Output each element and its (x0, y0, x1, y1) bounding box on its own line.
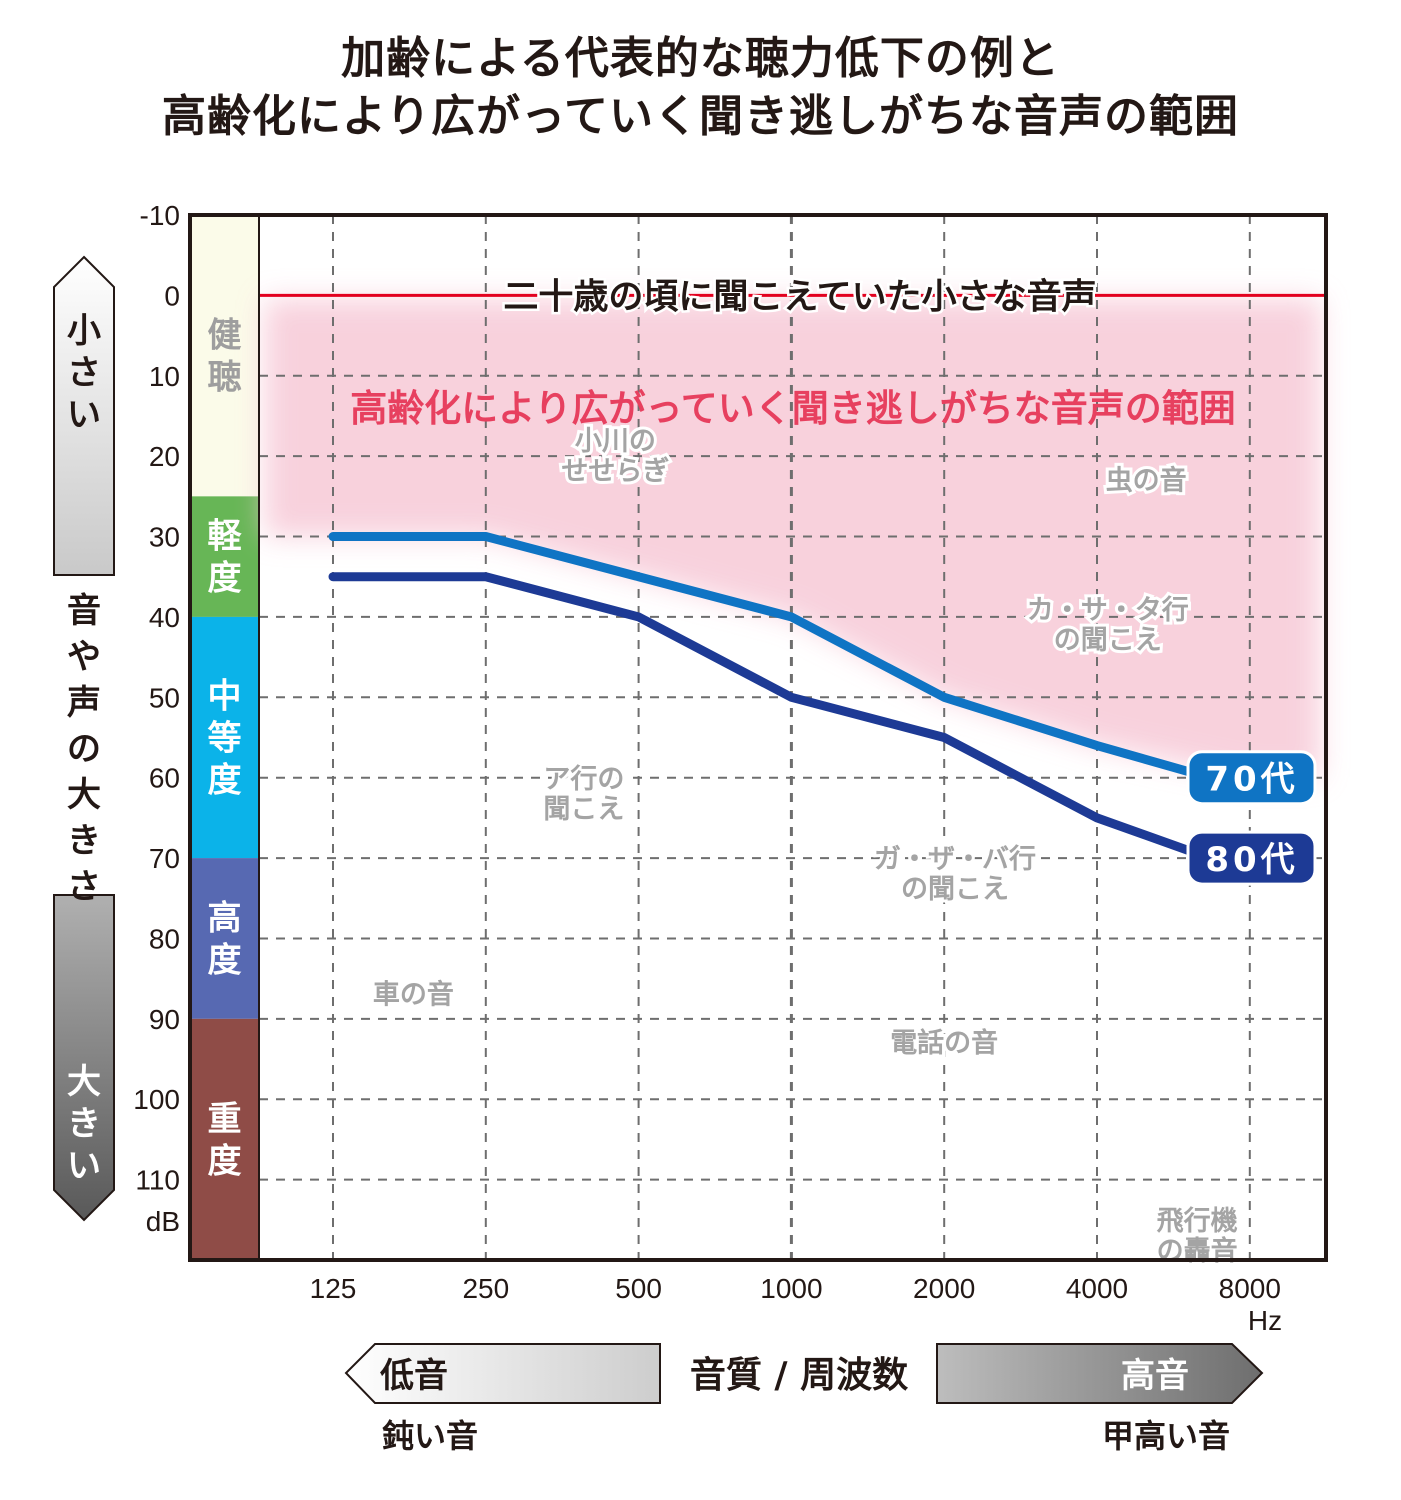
series-lines: 70代 80代 (328, 532, 1317, 886)
low-sound-label: 低音 (380, 1356, 448, 1396)
y-tick-label: 40 (149, 602, 180, 633)
band-label: 健聴 (208, 316, 242, 398)
volume-axis-label: 音や声の大きさ (67, 591, 101, 907)
y-tick-label: 100 (133, 1084, 180, 1115)
band-label: 重度 (208, 1099, 242, 1181)
frequency-arrow: 低音 音質 / 周波数 高音 鈍い音 甲高い音 (344, 1343, 1264, 1455)
x-tick-label: 1000 (760, 1273, 822, 1304)
annotation-label: の轟音 (1157, 1235, 1238, 1267)
series-label-box (1186, 750, 1317, 806)
series-label-box (1186, 830, 1317, 886)
reference-line-label: 二十歳の頃に聞こえていた小さな音声 (503, 276, 1096, 317)
band-3 (190, 858, 259, 1019)
y-tick-label: 30 (149, 522, 180, 553)
series-line-1 (328, 572, 1215, 863)
series-label: 70代 (1205, 760, 1298, 800)
annotation-label: の聞こえ (901, 874, 1009, 905)
high-sound-label: 高音 (1121, 1356, 1189, 1396)
y-tick-label: 0 (164, 280, 180, 311)
chart-title-line1: 加齢による代表的な聴力低下の例と (341, 33, 1060, 84)
band-label: 中等度 (208, 677, 242, 801)
y-tick-label: 80 (149, 923, 180, 954)
x-unit-label: Hz (1248, 1305, 1282, 1336)
annotation-label: 聞こえ (543, 794, 624, 825)
annotation-label: ガ・ザ・バ行 (874, 843, 1036, 875)
x-tick-label: 500 (615, 1273, 662, 1304)
x-tick-label: 125 (310, 1273, 357, 1304)
volume-arrow-top-segment (53, 255, 115, 576)
annotation-label: せせらぎ (561, 456, 669, 487)
volume-large-label: 大きい (67, 1062, 101, 1186)
volume-arrow-bottom-segment (53, 894, 115, 1222)
y-tick-label: 70 (149, 843, 180, 874)
chart-title-line2: 高齢化により広がっていく聞き逃しがちな音声の範囲 (162, 91, 1239, 142)
series-line-0 (328, 532, 1215, 783)
band-0 (190, 215, 259, 497)
y-tick-label: 60 (149, 763, 180, 794)
x-tick-label: 250 (462, 1273, 509, 1304)
x-tick-label: 4000 (1066, 1273, 1128, 1304)
volume-arrow: 小さい 音や声の大きさ 大きい (53, 255, 115, 1222)
annotation-label: 車の音 (373, 979, 454, 1011)
annotation-label: 電話の音 (890, 1027, 998, 1059)
band-label: 軽度 (208, 517, 243, 599)
annotation-label: 飛行機 (1157, 1205, 1238, 1237)
y-tick-label: 90 (149, 1004, 180, 1035)
annotation-label: ア行の (543, 763, 624, 795)
frequency-axis-label: 音質 / 周波数 (690, 1355, 908, 1396)
y-tick-label: 20 (149, 441, 180, 472)
annotation-label: 小川の (575, 426, 656, 457)
x-ticks: 125 250 500 1000 2000 4000 8000 (310, 1273, 1281, 1304)
annotation-label: 虫の音 (1106, 464, 1187, 496)
x-tick-label: 8000 (1219, 1273, 1281, 1304)
series-label: 80代 (1205, 840, 1298, 880)
y-ticks: -10 0 10 20 30 40 50 60 70 80 90 100 110 (133, 200, 180, 1196)
dull-sound-label: 鈍い音 (382, 1417, 478, 1455)
y-tick-label: 110 (135, 1165, 180, 1196)
plot-frame (188, 213, 1328, 1262)
band-2 (190, 616, 259, 859)
shaded-region-label: 高齢化により広がっていく聞き逃しがちな音声の範囲 (350, 387, 1235, 430)
volume-small-label: 小さい (67, 311, 101, 435)
reference-line-group: 二十歳の頃に聞こえていた小さな音声高齢化により広がっていく聞き逃しがちな音声の範… (259, 274, 1326, 430)
y-tick-label: 50 (149, 682, 180, 713)
band-4 (190, 1018, 259, 1260)
y-tick-label: -10 (140, 200, 180, 231)
y-tick-label: 10 (149, 361, 180, 392)
high-arrow-segment (936, 1343, 1264, 1404)
band-1 (190, 496, 259, 617)
annotation-label: カ・サ・タ行 (1027, 594, 1189, 626)
annotation-label: の聞こえ (1054, 625, 1162, 656)
low-arrow-segment (344, 1343, 661, 1404)
shrill-sound-label: 甲高い音 (1102, 1417, 1230, 1455)
y-unit-label: dB (146, 1206, 180, 1237)
band-label: 高度 (208, 898, 242, 980)
x-tick-label: 2000 (913, 1273, 975, 1304)
